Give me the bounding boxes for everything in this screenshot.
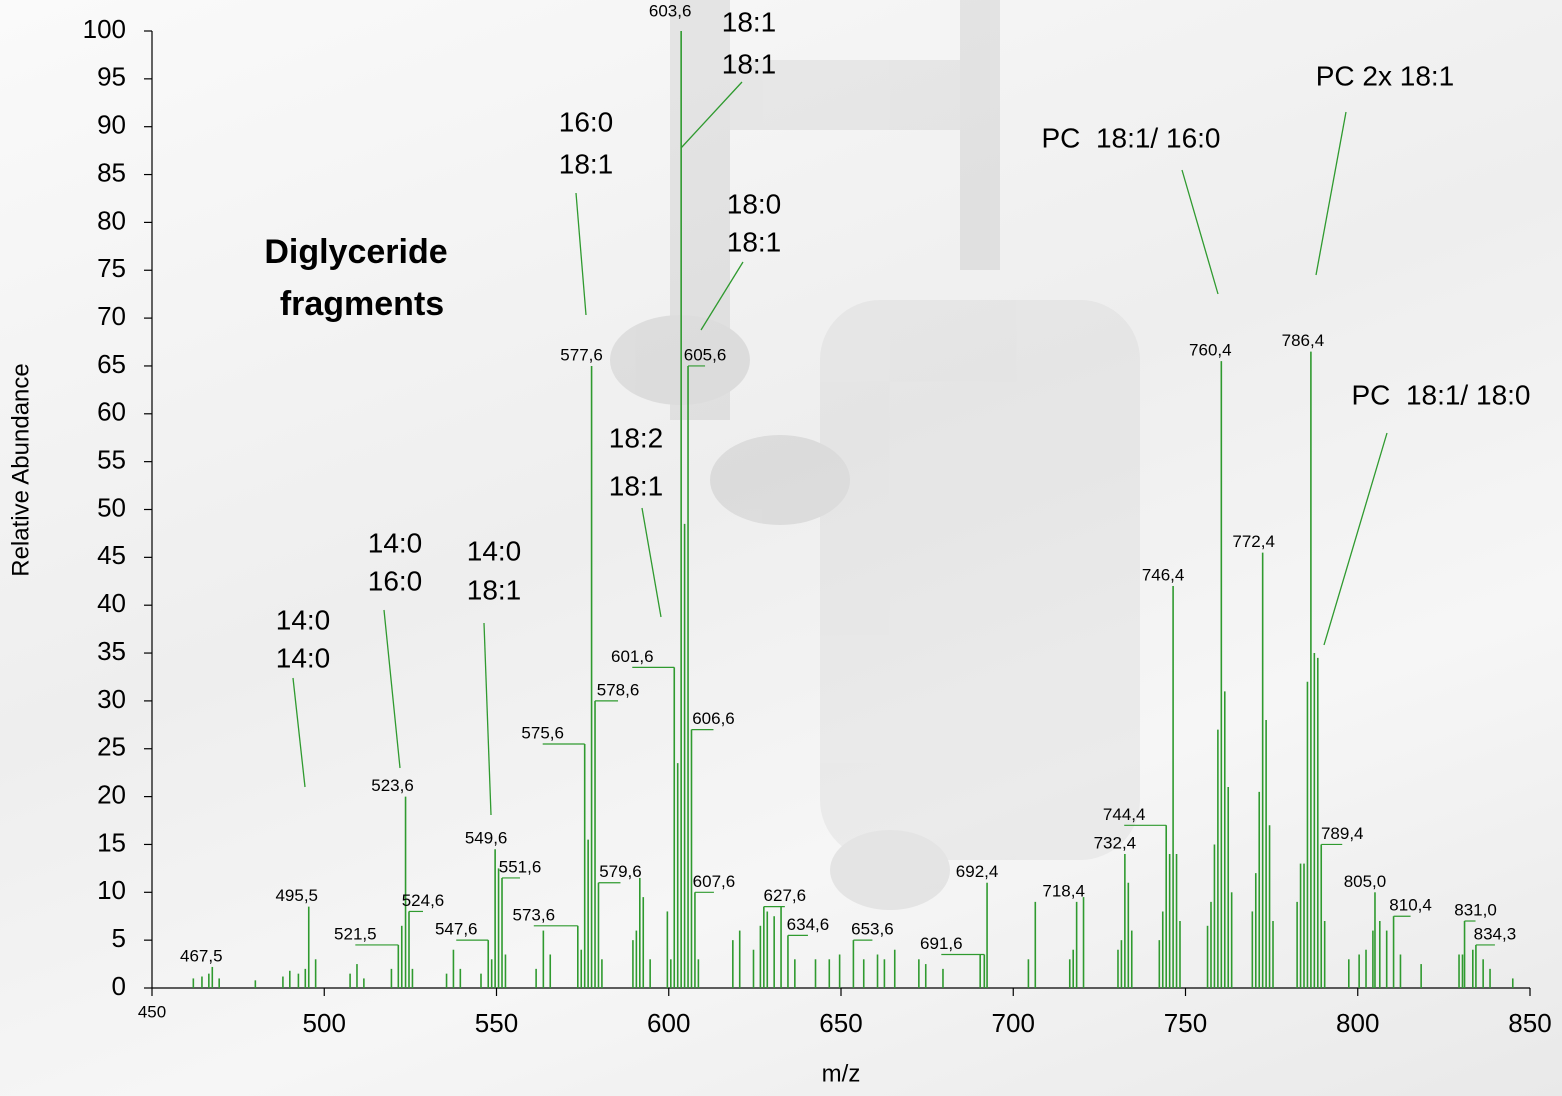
peak-label: 607,6: [693, 872, 736, 891]
annotation-pointer: [641, 507, 662, 618]
x-tick-label: 700: [992, 1008, 1035, 1038]
peak-label: 605,6: [684, 345, 727, 364]
y-tick-label: 60: [97, 397, 126, 427]
annotation: PC 2x 18:1: [1316, 60, 1455, 91]
peak-label: 831,0: [1454, 900, 1497, 919]
annotation-pointer: [483, 622, 492, 816]
heading: fragments: [280, 285, 444, 323]
y-tick-label: 10: [97, 875, 126, 905]
peak-label: 692,4: [956, 862, 999, 881]
annotation-pointer: [700, 261, 744, 331]
peak-label: 521,5: [334, 924, 377, 943]
annotation-pointer: [1323, 432, 1388, 646]
peak-label: 577,6: [560, 345, 603, 364]
peak-label: 467,5: [180, 946, 223, 965]
y-tick-label: 5: [112, 923, 126, 953]
peak-label: 495,5: [275, 886, 318, 905]
peak-label: 786,4: [1282, 331, 1325, 350]
x-tick-label: 600: [647, 1008, 690, 1038]
y-tick-label: 40: [97, 588, 126, 618]
peak-label: 789,4: [1321, 824, 1364, 843]
y-tick-label: 30: [97, 684, 126, 714]
annotation: PC 18:1/ 16:0: [1041, 122, 1220, 153]
peak-label: 805,0: [1344, 872, 1387, 891]
peak-label: 573,6: [513, 905, 556, 924]
annotation-pointer: [292, 677, 306, 788]
peak-label: 718,4: [1042, 881, 1085, 900]
annotation: 18:2: [609, 422, 664, 453]
annotation: 16:0: [368, 565, 423, 596]
y-tick-label: 90: [97, 110, 126, 140]
heading: Diglyceride: [264, 233, 447, 271]
background-apparatus: [610, 0, 1140, 910]
annotation-pointer: [680, 81, 743, 149]
x-tick-label: 850: [1508, 1008, 1551, 1038]
peak-label: 606,6: [692, 709, 735, 728]
peak-label: 524,6: [402, 891, 445, 910]
peak-label: 746,4: [1142, 566, 1185, 585]
annotation: 18:1: [467, 574, 522, 605]
peak-label: 578,6: [597, 680, 640, 699]
x-tick-label: 650: [819, 1008, 862, 1038]
annotation-pointer: [1315, 111, 1347, 276]
peak-label: 653,6: [851, 920, 894, 939]
x-tick-label: 550: [475, 1008, 518, 1038]
annotation: 14:0: [276, 642, 331, 673]
y-tick-label: 55: [97, 445, 126, 475]
y-tick-label: 20: [97, 779, 126, 809]
y-tick-label: 85: [97, 157, 126, 187]
x-tick-label: 500: [303, 1008, 346, 1038]
peak-label: 547,6: [435, 920, 478, 939]
annotation: 18:1: [559, 148, 614, 179]
annotation: 14:0: [368, 527, 423, 558]
x-tick-label: 800: [1336, 1008, 1379, 1038]
y-tick-label: 25: [97, 732, 126, 762]
annotation-pointer: [383, 609, 401, 769]
y-tick-label: 80: [97, 205, 126, 235]
peak-label: 627,6: [764, 886, 807, 905]
y-tick-label: 35: [97, 636, 126, 666]
annotation: 18:1: [727, 226, 782, 257]
peak-label: 772,4: [1232, 532, 1275, 551]
annotation: 18:1: [609, 470, 664, 501]
y-tick-label: 75: [97, 253, 126, 283]
y-tick-label: 70: [97, 301, 126, 331]
peak-label: 744,4: [1103, 805, 1146, 824]
peak-label: 579,6: [599, 862, 642, 881]
peak-label: 603,6: [649, 1, 692, 20]
annotation: 18:0: [727, 188, 782, 219]
x-tick-label: 450: [138, 1002, 166, 1021]
peak-label: 549,6: [465, 829, 508, 848]
annotation: PC 18:1/ 18:0: [1351, 379, 1530, 410]
y-tick-label: 50: [97, 492, 126, 522]
peak-label: 523,6: [371, 776, 414, 795]
x-axis-title: m/z: [822, 1060, 861, 1087]
y-tick-label: 95: [97, 62, 126, 92]
annotation-pointer: [1181, 169, 1219, 295]
y-axis-title: Relative Abundance: [7, 363, 34, 577]
annotation: 18:1: [722, 48, 777, 79]
y-tick-label: 0: [112, 971, 126, 1001]
peak-label: 834,3: [1474, 924, 1517, 943]
peak-label: 601,6: [611, 647, 654, 666]
x-tick-label: 750: [1164, 1008, 1207, 1038]
peak-label: 760,4: [1189, 341, 1232, 360]
y-tick-label: 65: [97, 349, 126, 379]
y-tick-label: 100: [83, 14, 126, 44]
annotation: 18:1: [722, 6, 777, 37]
peak-label: 575,6: [521, 723, 564, 742]
y-tick-label: 15: [97, 827, 126, 857]
peak-label: 810,4: [1389, 896, 1432, 915]
annotation: 14:0: [467, 535, 522, 566]
annotation: 16:0: [559, 106, 614, 137]
peak-label: 634,6: [787, 915, 830, 934]
peak-label: 732,4: [1094, 834, 1137, 853]
y-tick-label: 45: [97, 540, 126, 570]
annotation-pointer: [575, 192, 587, 316]
peak-label: 691,6: [920, 934, 963, 953]
annotation: 14:0: [276, 604, 331, 635]
peak-label: 551,6: [499, 857, 542, 876]
